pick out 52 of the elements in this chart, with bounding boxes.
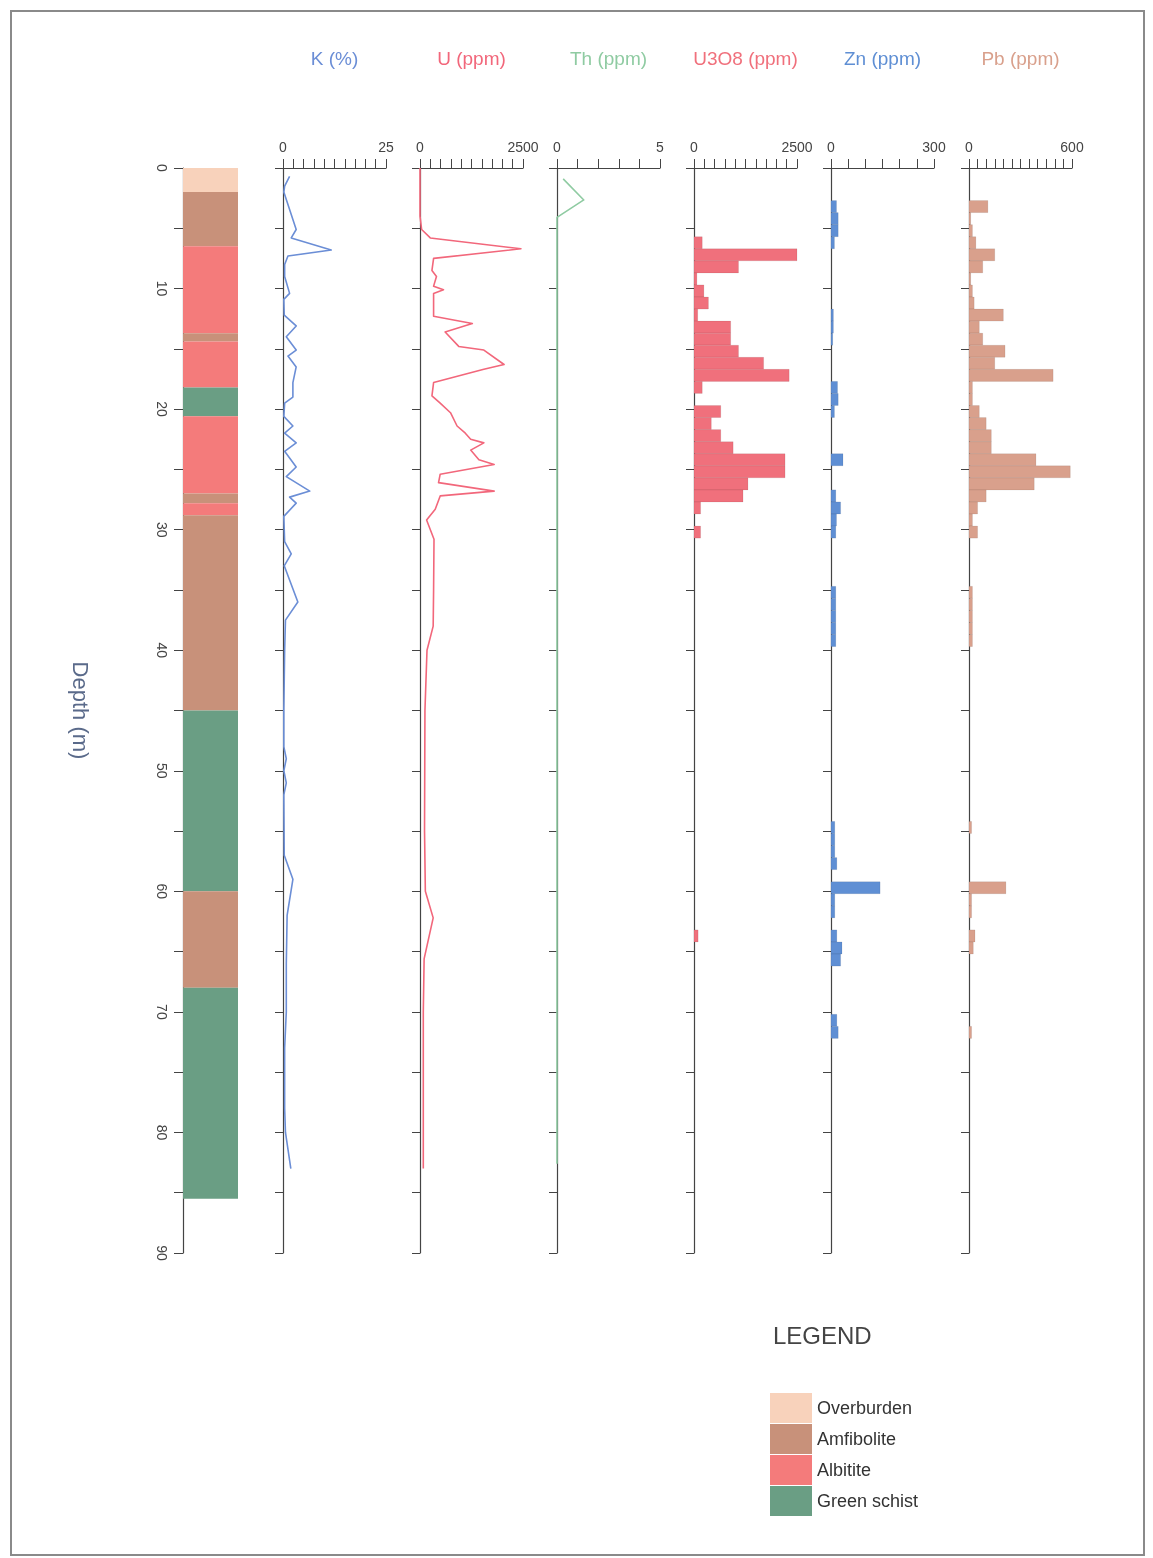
x-tick-label: 0	[553, 139, 562, 155]
y-tick-label: 60	[154, 883, 170, 900]
bar	[830, 453, 844, 467]
x-tick-label: 0	[416, 139, 425, 155]
x-axis-title: Zn (ppm)	[843, 48, 922, 69]
bar	[183, 493, 238, 504]
bar	[183, 503, 238, 516]
bar	[183, 168, 238, 193]
x-tick-label: 2500	[507, 139, 539, 155]
x-tick-label: 5	[656, 139, 665, 155]
y-axis-title: Depth (m)	[67, 661, 93, 760]
bar	[183, 387, 238, 417]
x-axis-title: Pb (ppm)	[981, 48, 1060, 69]
bar	[183, 987, 238, 1199]
y-tick-label: 0	[154, 164, 170, 173]
x-axis-title: K (%)	[310, 48, 359, 69]
y-tick-label: 80	[154, 1124, 170, 1141]
x-tick-label: 600	[1060, 139, 1084, 155]
x-axis-title: U3O8 (ppm)	[693, 48, 798, 69]
x-tick-label: 2500	[781, 139, 813, 155]
x-tick-label: 0	[827, 139, 836, 155]
bar	[183, 416, 238, 494]
bar	[968, 1026, 972, 1039]
bar	[968, 821, 972, 834]
x-tick-label: 0	[965, 139, 974, 155]
y-tick-label: 50	[154, 762, 170, 779]
x-axis-title: U (ppm)	[437, 48, 506, 69]
bar	[183, 515, 238, 711]
x-tick-label: 25	[378, 139, 394, 155]
y-tick-label: 70	[154, 1004, 170, 1020]
bar	[183, 333, 238, 342]
bar	[183, 192, 238, 247]
legend-label: Overburden	[817, 1398, 913, 1418]
legend-title: LEGEND	[773, 1321, 872, 1349]
y-tick-label: 40	[154, 642, 170, 659]
bar	[183, 341, 238, 388]
x-axis-title: Th (ppm)	[569, 48, 648, 69]
y-tick-label: 30	[154, 521, 170, 538]
legend-label: Green schist	[817, 1491, 919, 1511]
x-tick-label: 0	[279, 139, 288, 155]
bar	[693, 525, 701, 539]
x-tick-label: 300	[922, 139, 946, 155]
y-tick-label: 20	[154, 401, 170, 418]
legend-label: Amfibolite	[817, 1429, 897, 1449]
y-tick-label: 10	[154, 280, 170, 297]
y-tick-label: 90	[154, 1245, 170, 1261]
x-tick-label: 0	[690, 139, 699, 155]
bar	[183, 710, 238, 892]
bar	[183, 891, 238, 988]
legend-label: Albitite	[817, 1460, 872, 1480]
bar	[693, 929, 699, 943]
bar	[183, 246, 238, 334]
